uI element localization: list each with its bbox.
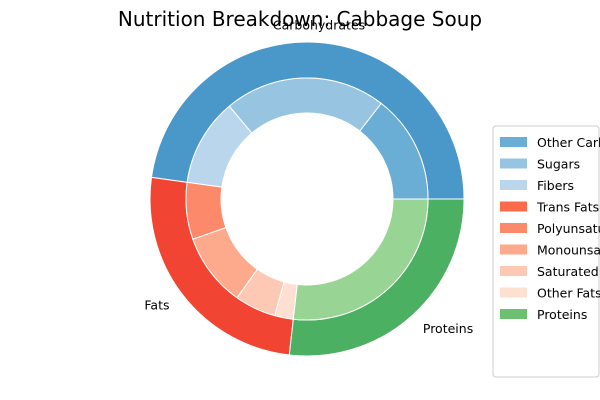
legend: Other Carbohydrates Sugars Fibers Trans Fat…	[492, 125, 600, 378]
legend-label-monounsaturated-fats: Monounsaturated Fats	[537, 243, 600, 258]
legend-label-polyunsaturated-fats: Polyunsaturated Fats	[537, 221, 600, 236]
chart-title: Nutrition Breakdown: Cabbage Soup	[118, 7, 482, 31]
outer-labels: Carbohydrates Fats Proteins	[144, 17, 473, 335]
legend-swatch-fibers	[500, 180, 527, 190]
legend-swatch-sugars	[500, 158, 527, 169]
legend-label-sugars: Sugars	[537, 157, 580, 172]
inner-slice-proteins	[292, 198, 429, 321]
outer-label-fats: Fats	[144, 298, 169, 313]
legend-swatch-other-fats	[500, 287, 527, 298]
legend-label-other-carbohydrates: Other Carbohydrates	[537, 135, 600, 150]
legend-swatch-polyunsaturated-fats	[500, 223, 527, 233]
legend-label-other-fats: Other Fats	[537, 286, 600, 301]
legend-swatch-saturated-fats	[500, 266, 527, 276]
legend-label-trans-fats: Trans Fats	[536, 200, 599, 215]
outer-label-carbohydrates: Carbohydrates	[273, 17, 365, 32]
legend-swatch-monounsaturated-fats	[500, 244, 527, 255]
legend-swatch-other-carbohydrates	[500, 137, 527, 147]
legend-label-fibers: Fibers	[537, 178, 574, 193]
legend-swatch-proteins	[500, 309, 527, 319]
outer-label-proteins: Proteins	[423, 321, 473, 336]
legend-label-proteins: Proteins	[537, 307, 587, 322]
legend-label-saturated-fats: Saturated Fats	[537, 264, 600, 279]
inner-ring	[185, 77, 429, 321]
legend-swatch-trans-fats	[500, 201, 527, 212]
